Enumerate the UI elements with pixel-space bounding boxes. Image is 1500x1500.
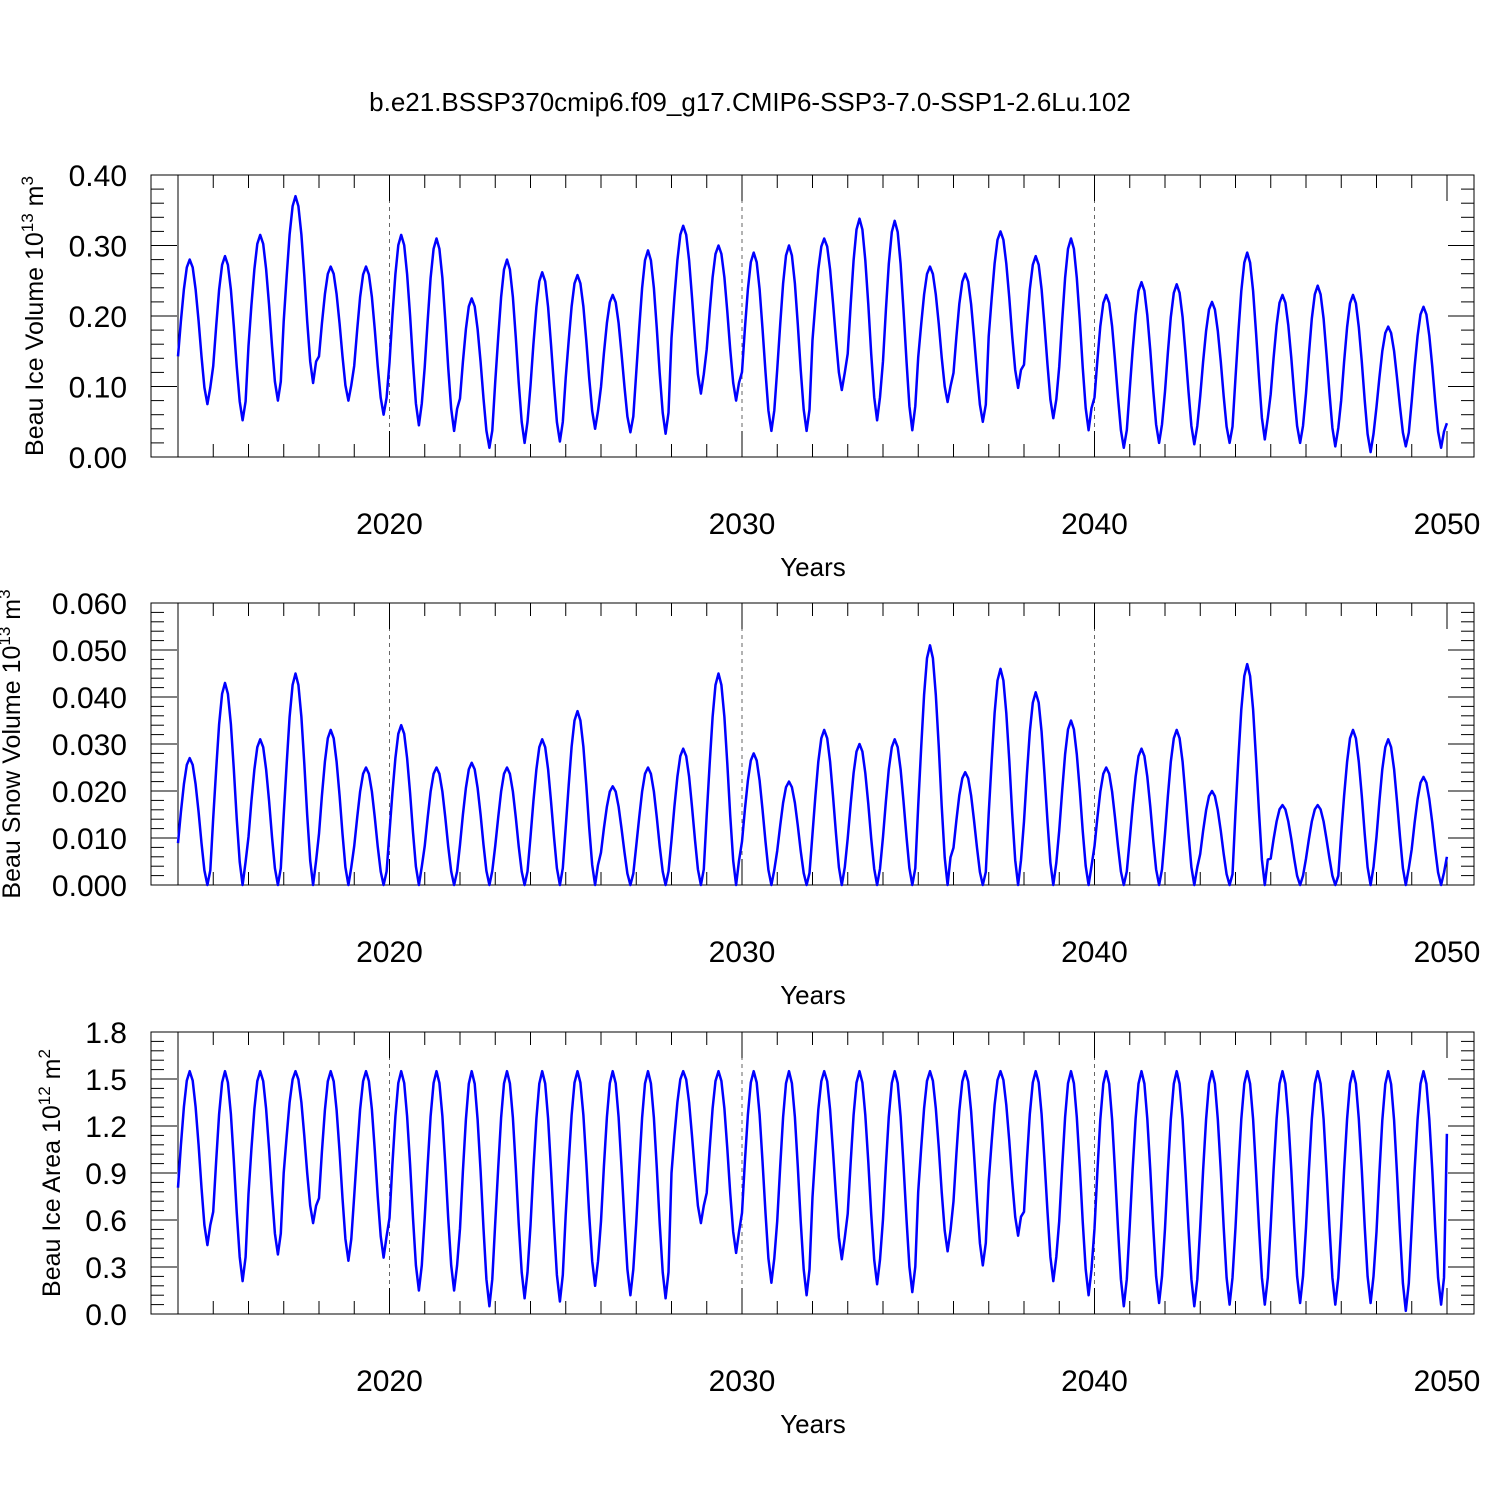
x-tick-label: 2030	[709, 1365, 776, 1398]
plot-frame	[151, 1032, 1474, 1314]
y-tick-label: 0.060	[52, 588, 127, 621]
figure: b.e21.BSSP370cmip6.f09_g17.CMIP6-SSP3-7.…	[0, 0, 1500, 1500]
y-axis-label: Beau Snow Volume 1013 m3	[0, 589, 26, 898]
y-tick-label: 1.8	[85, 1017, 127, 1050]
series-line-snow-volume	[178, 645, 1447, 885]
y-tick-label: 1.5	[85, 1064, 127, 1097]
ice-area-panel: 0.0 0.3 0.6 0.9 1.2 1.5 1.8 2020 2030 2040 2050 Yea…	[35, 1017, 1480, 1439]
x-tick-label: 2040	[1061, 936, 1128, 969]
y-tick-label: 0.010	[52, 823, 127, 856]
y-axis-label: Beau Ice Area 1012 m2	[35, 1049, 66, 1297]
y-tick-label: 0.20	[69, 301, 127, 334]
y-tick-label: 0.030	[52, 729, 127, 762]
y-tick-label: 0.00	[69, 442, 127, 475]
figure-title: b.e21.BSSP370cmip6.f09_g17.CMIP6-SSP3-7.…	[369, 87, 1131, 117]
y-tick-label: 0.40	[69, 160, 127, 193]
series-line-ice-area	[178, 1071, 1447, 1311]
y-tick-label: 0.020	[52, 776, 127, 809]
y-axis-label: Beau Ice Volume 1013 m3	[18, 176, 49, 456]
x-tick-label: 2050	[1414, 936, 1481, 969]
x-axis-label: Years	[780, 552, 846, 582]
y-tick-label: 0.000	[52, 870, 127, 903]
x-tick-label: 2020	[356, 508, 423, 541]
ice-volume-panel: 0.00 0.10 0.20 0.30 0.40 2020 2030 2040 2050 Year…	[18, 160, 1480, 582]
y-tick-label: 0.050	[52, 635, 127, 668]
x-tick-label: 2040	[1061, 1365, 1128, 1398]
x-tick-label: 2020	[356, 936, 423, 969]
y-tick-label: 1.2	[85, 1111, 127, 1144]
x-tick-label: 2030	[709, 936, 776, 969]
x-tick-label: 2020	[356, 1365, 423, 1398]
x-axis-label: Years	[780, 1409, 846, 1439]
y-tick-label: 0.3	[85, 1252, 127, 1285]
x-tick-label: 2050	[1414, 1365, 1481, 1398]
x-tick-label: 2030	[709, 508, 776, 541]
y-tick-label: 0.10	[69, 372, 127, 405]
y-tick-label: 0.040	[52, 682, 127, 715]
snow-volume-panel: 0.000 0.010 0.020 0.030 0.040 0.050 0.060 2020 2…	[0, 588, 1480, 1010]
y-tick-label: 0.6	[85, 1205, 127, 1238]
x-axis-label: Years	[780, 980, 846, 1010]
y-tick-label: 0.0	[85, 1299, 127, 1332]
y-tick-label: 0.30	[69, 231, 127, 264]
x-tick-label: 2050	[1414, 508, 1481, 541]
y-tick-label: 0.9	[85, 1158, 127, 1191]
x-tick-label: 2040	[1061, 508, 1128, 541]
series-line-ice-volume	[178, 196, 1447, 452]
plot-frame	[151, 175, 1474, 457]
